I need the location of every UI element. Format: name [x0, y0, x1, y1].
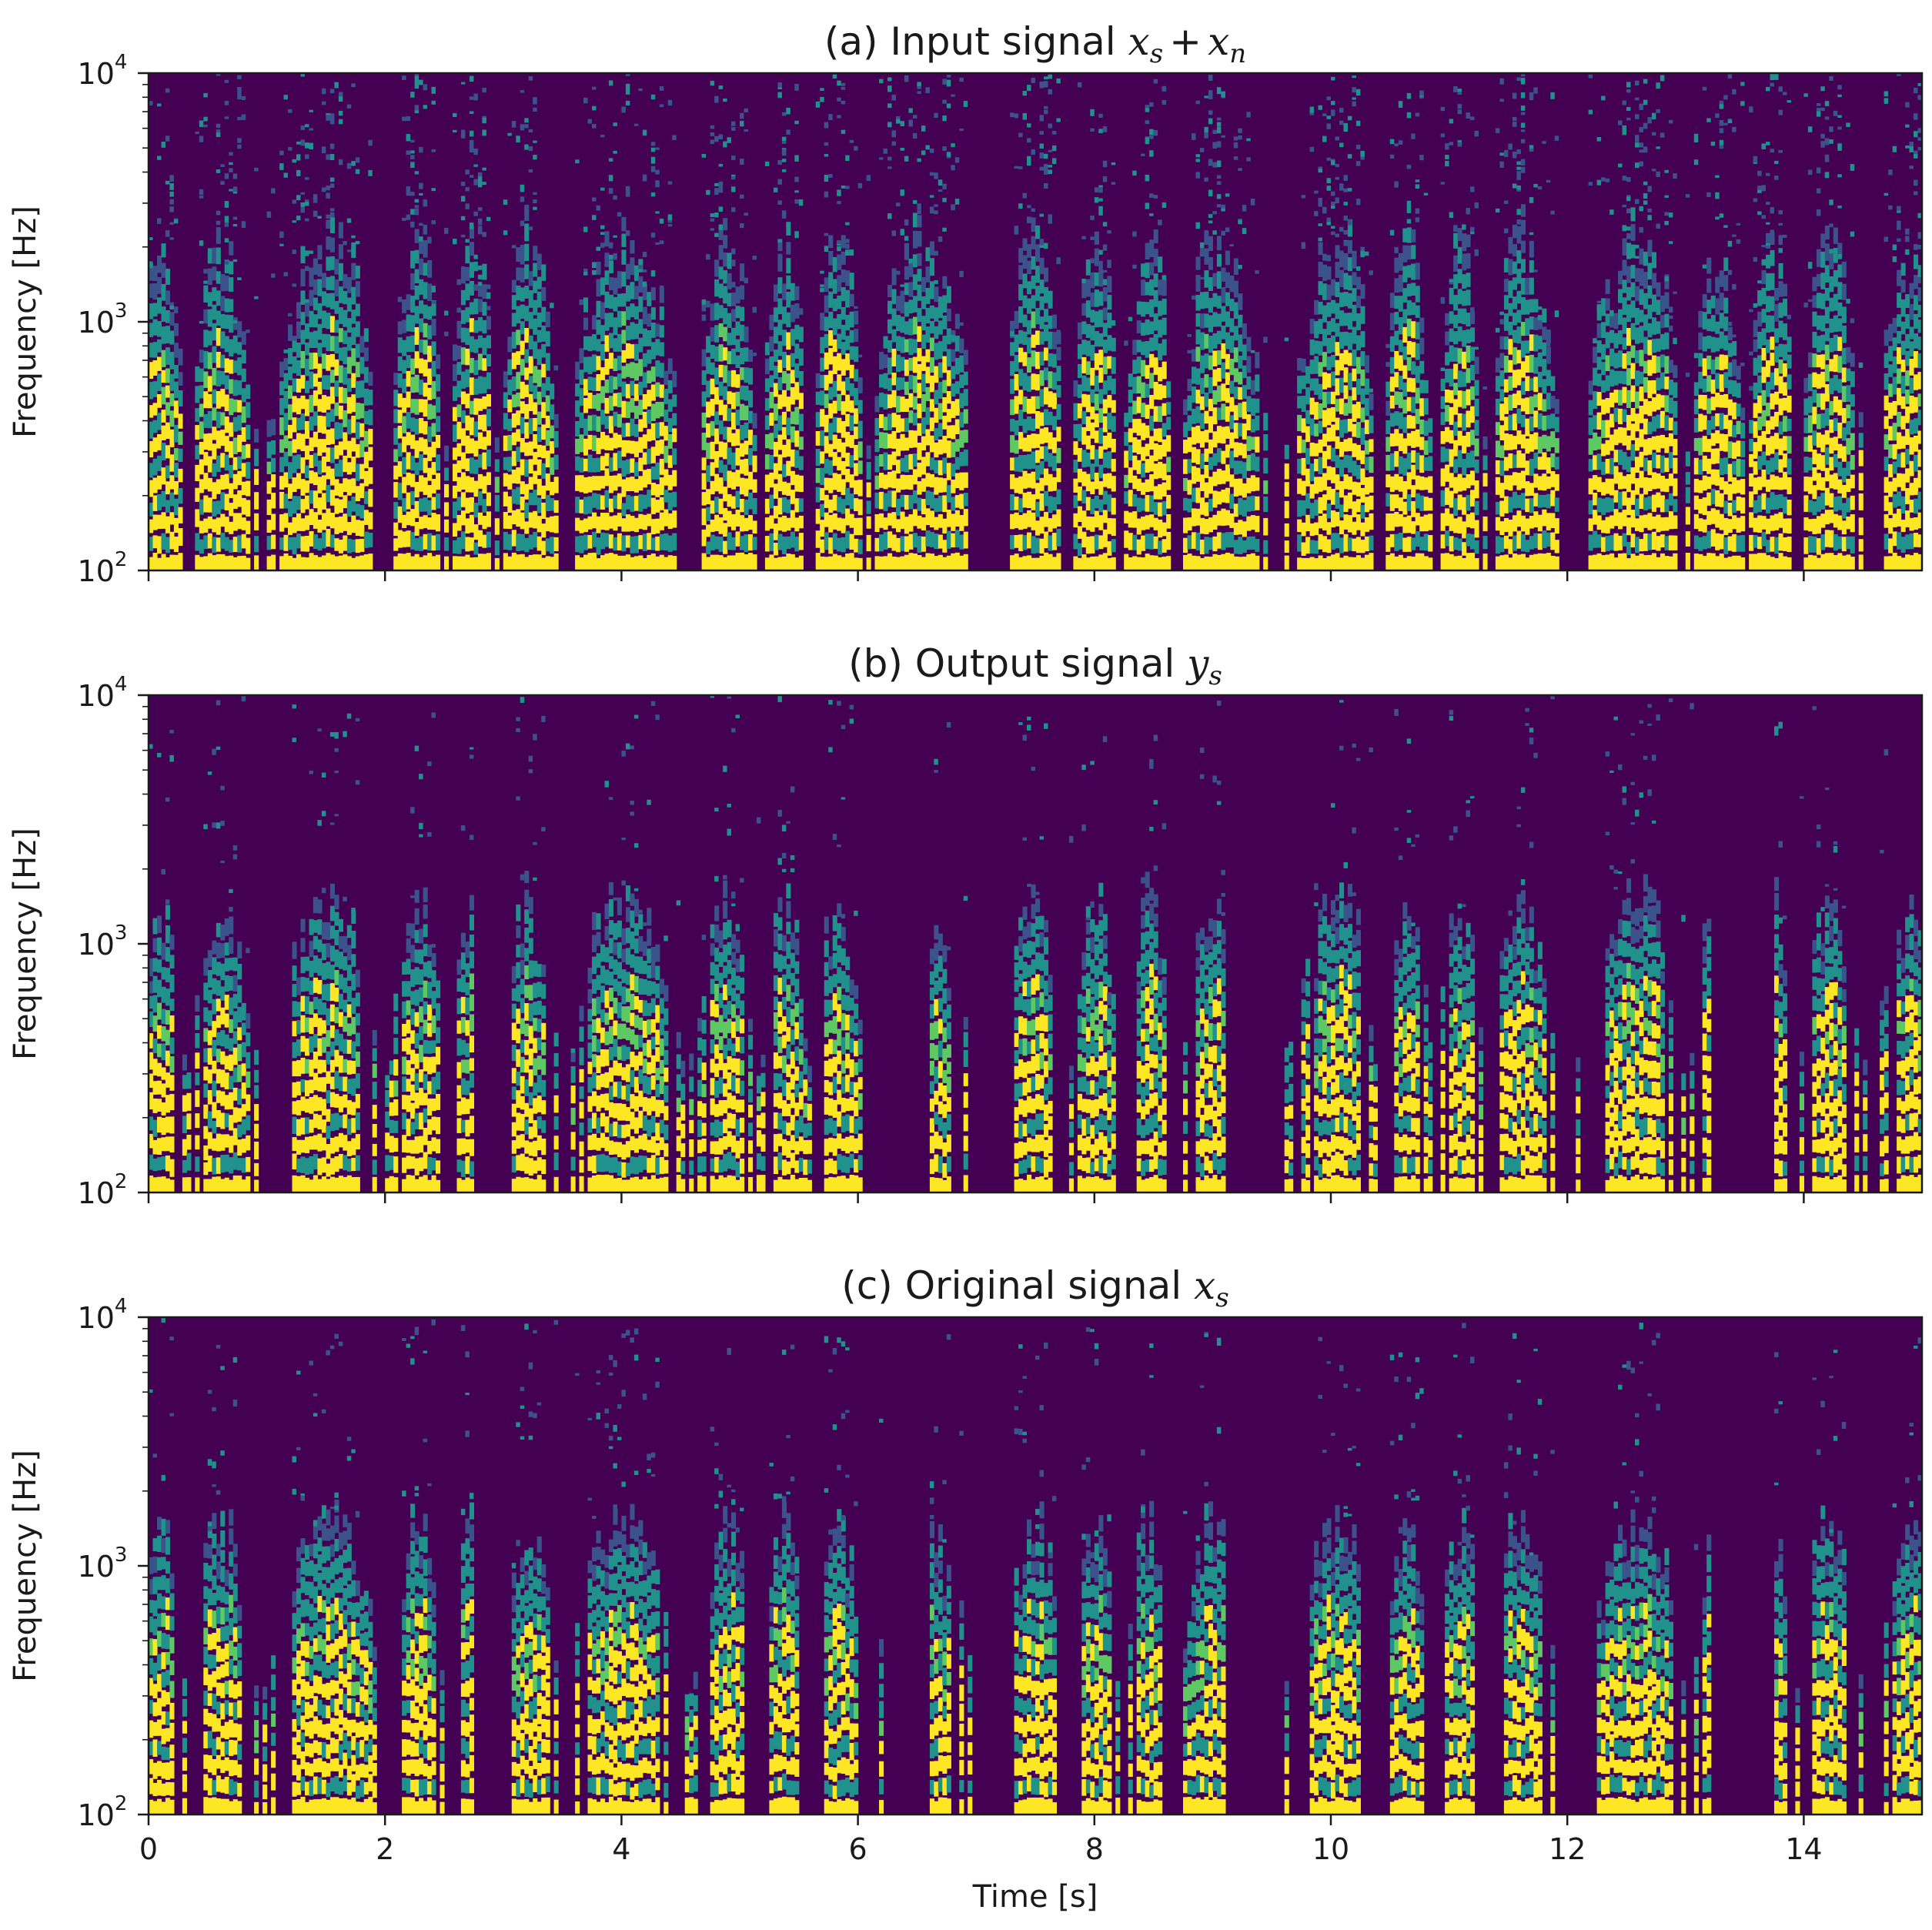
- x-axis-label: Time [s]: [972, 1879, 1098, 1915]
- y-tick-exponent: 4: [115, 51, 128, 74]
- y-tick-exponent: 2: [115, 548, 128, 571]
- x-tick-label: 4: [612, 1832, 630, 1866]
- y-tick-exponent: 3: [115, 922, 128, 945]
- y-tick-exponent: 3: [115, 1544, 128, 1567]
- y-tick-base: 10: [78, 57, 115, 91]
- y-tick-label: 102: [78, 1792, 128, 1832]
- x-tick-label: 14: [1785, 1832, 1822, 1866]
- title-math-sub: s: [1215, 1283, 1228, 1313]
- x-tick-label: 12: [1549, 1832, 1586, 1866]
- spectrogram-image-c: [149, 1317, 1922, 1815]
- spectrogram-image-a: [149, 73, 1922, 570]
- y-tick-label: 104: [78, 51, 128, 91]
- title-math-sub: n: [1229, 38, 1246, 69]
- title-prefix: (a) Input signal: [824, 19, 1128, 64]
- title-prefix: (b) Output signal: [848, 641, 1187, 686]
- y-tick-label: 104: [78, 1295, 128, 1335]
- panel-title: (b) Output signal ys: [848, 641, 1222, 691]
- x-tick-label: 0: [139, 1832, 158, 1866]
- y-tick-base: 10: [78, 679, 115, 713]
- title-math-sub: s: [1150, 38, 1163, 69]
- y-tick-base: 10: [78, 928, 115, 962]
- title-math-var: x: [1208, 19, 1229, 64]
- y-tick-label: 104: [78, 673, 128, 713]
- title-math-var: x: [1128, 19, 1150, 64]
- title-prefix: (c) Original signal: [841, 1263, 1194, 1308]
- y-axis-label: Frequency [Hz]: [8, 206, 43, 438]
- panel-title: (c) Original signal xs: [841, 1263, 1228, 1313]
- y-tick-exponent: 2: [115, 1792, 128, 1815]
- y-axis-label: Frequency [Hz]: [8, 1450, 43, 1682]
- y-tick-exponent: 4: [115, 1295, 128, 1318]
- y-tick-label: 102: [78, 1170, 128, 1210]
- panel-title: (a) Input signal xs + xn: [824, 19, 1246, 69]
- y-tick-base: 10: [78, 1176, 115, 1210]
- y-axis-label: Frequency [Hz]: [8, 828, 43, 1060]
- spectrogram-image-b: [149, 695, 1922, 1192]
- y-tick-label: 103: [78, 1544, 128, 1584]
- y-tick-label: 103: [78, 299, 128, 340]
- y-tick-base: 10: [78, 1301, 115, 1335]
- y-tick-exponent: 4: [115, 673, 128, 696]
- x-tick-label: 6: [849, 1832, 867, 1866]
- x-tick-label: 10: [1312, 1832, 1349, 1866]
- y-tick-label: 102: [78, 548, 128, 588]
- y-tick-base: 10: [78, 1550, 115, 1584]
- x-tick-label: 2: [376, 1832, 394, 1866]
- title-math-sub: s: [1208, 661, 1222, 691]
- y-tick-base: 10: [78, 1798, 115, 1832]
- title-math-var: y: [1185, 641, 1209, 686]
- y-tick-exponent: 3: [115, 299, 128, 323]
- x-tick-label: 8: [1085, 1832, 1104, 1866]
- y-tick-base: 10: [78, 306, 115, 340]
- title-math-op: +: [1169, 19, 1202, 64]
- y-tick-label: 103: [78, 922, 128, 962]
- title-math-var: x: [1194, 1263, 1215, 1308]
- y-tick-exponent: 2: [115, 1170, 128, 1193]
- y-tick-base: 10: [78, 554, 115, 588]
